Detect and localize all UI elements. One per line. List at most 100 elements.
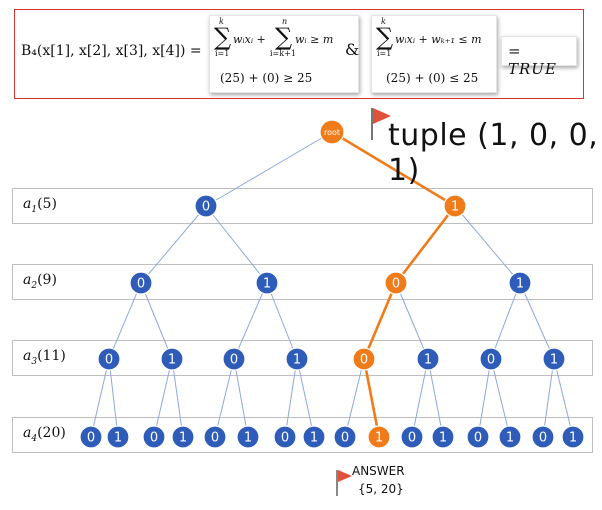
tree-node-level-3: 0 [222,347,246,371]
node-circle [160,347,184,371]
node-label: 1 [310,431,318,446]
node-circle [171,425,195,449]
sum1-sigma: ∑ [214,23,232,51]
node-label: 0 [105,353,113,368]
tree-edge [90,358,110,438]
node-label: 0 [87,431,95,446]
node-label: 0 [281,431,289,446]
sum3-upper: k [381,17,386,26]
sum1-lower: i=1 [215,49,230,58]
tree-node-level-4: 1 [498,425,522,449]
tree-node-level-3: 0 [479,347,503,371]
node-circle [285,347,309,371]
tree-node-level-4: 0 [333,425,357,449]
tree-edge [490,358,511,438]
node-label: 0 [150,431,158,446]
level-label-1: a1(5) [23,196,57,215]
node-label: 1 [424,353,432,368]
tree-edge [233,358,249,438]
term3: wᵢxᵢ + wₖ₊₁ ≤ m [395,33,482,46]
node-label: 1 [168,353,176,368]
and-symbol: & [345,40,360,59]
tree-node-level-3: 1 [542,347,566,371]
tree-edge [395,282,429,360]
tuple-flag-icon [371,108,391,140]
level-label-3: a3(11) [23,348,66,367]
tree-node-level-3: 0 [352,347,376,371]
formula-box: B₄(x[1], x[2], x[3], x[4]) = k ∑ i=1 wᵢx… [14,9,584,99]
tree-node-level-3: 1 [285,347,309,371]
level-label-4: a4(20) [23,425,66,444]
node-circle [352,347,376,371]
node-label: 1 [244,431,252,446]
node-label: 0 [392,277,400,292]
node-label: 1 [179,431,187,446]
tree-edge [205,205,268,284]
node-label: 1 [506,431,514,446]
tree-edge [214,358,235,438]
node-label: 0 [539,431,547,446]
tree-edge [394,205,457,284]
tree-node-level-3: 0 [97,347,121,371]
root-node: root [319,119,345,145]
sum3-sigma: ∑ [376,23,394,51]
tree-edge [454,205,521,284]
result-card: = TRUE [501,36,577,78]
tree-edge [108,358,119,438]
node-circle [498,425,522,449]
node-label: 0 [360,353,368,368]
node-circle [236,425,260,449]
tree-node-level-4: 0 [466,425,490,449]
node-label: root [324,128,340,137]
node-label: 1 [375,431,383,446]
sum2-lower: i=k+1 [270,49,296,58]
tree-node-level-4: 0 [79,425,103,449]
node-circle [273,425,297,449]
tree-node-level-2: 0 [129,271,153,295]
check-ge: (25) + (0) ≥ 25 [220,71,313,85]
formula-card-ge: k ∑ i=1 wᵢxᵢ + n ∑ i=k+1 wᵢ ≥ m (25) + (… [209,15,359,93]
sum2-upper: n [282,17,288,26]
tree-node-level-3: 1 [416,347,440,371]
tree-edge [490,282,521,360]
node-label: 0 [474,431,482,446]
tree-node-level-4: 0 [142,425,166,449]
tree-node-level-4: 1 [302,425,326,449]
tree-nodes: root 0 1 0 1 0 1 0 1 0 1 0 1 0 1 0 1 0 1 0 1 0 1 0 1 0 1 0 1 0 1 [79,119,585,449]
node-label: 0 [137,277,145,292]
tree-edge [233,282,268,360]
node-label: 0 [408,431,416,446]
tree-edge [153,358,173,438]
node-circle [384,271,408,295]
node-circle [79,425,103,449]
level-bar-2: a2(9) [12,264,593,300]
node-circle [203,425,227,449]
node-label: 1 [516,277,524,292]
tree-edge [427,358,444,438]
tree-node-level-1: 0 [194,194,218,218]
node-circle [142,425,166,449]
node-circle [561,425,585,449]
result-true: = TRUE [508,42,557,78]
answer-title: ANSWER [352,464,405,478]
tree-edge [362,282,398,360]
tree-node-level-4: 1 [236,425,260,449]
node-circle [531,425,555,449]
tree-edge [542,358,555,438]
tree-edge [477,358,492,438]
tree-node-level-3: 1 [160,347,184,371]
sum3-lower: i=1 [377,49,392,58]
sum2-sigma: ∑ [275,23,293,51]
node-label: 0 [211,431,219,446]
level-label-2: a2(9) [23,272,57,291]
tree-edge [140,205,207,284]
tree-node-level-4: 1 [431,425,455,449]
tree-node-level-4: 1 [171,425,195,449]
term1: wᵢxᵢ + [233,33,266,46]
sum1-upper: k [219,17,224,26]
node-circle [400,425,424,449]
node-circle [106,425,130,449]
check-le: (25) + (0) ≤ 25 [386,71,479,85]
tree-edge [344,358,365,438]
